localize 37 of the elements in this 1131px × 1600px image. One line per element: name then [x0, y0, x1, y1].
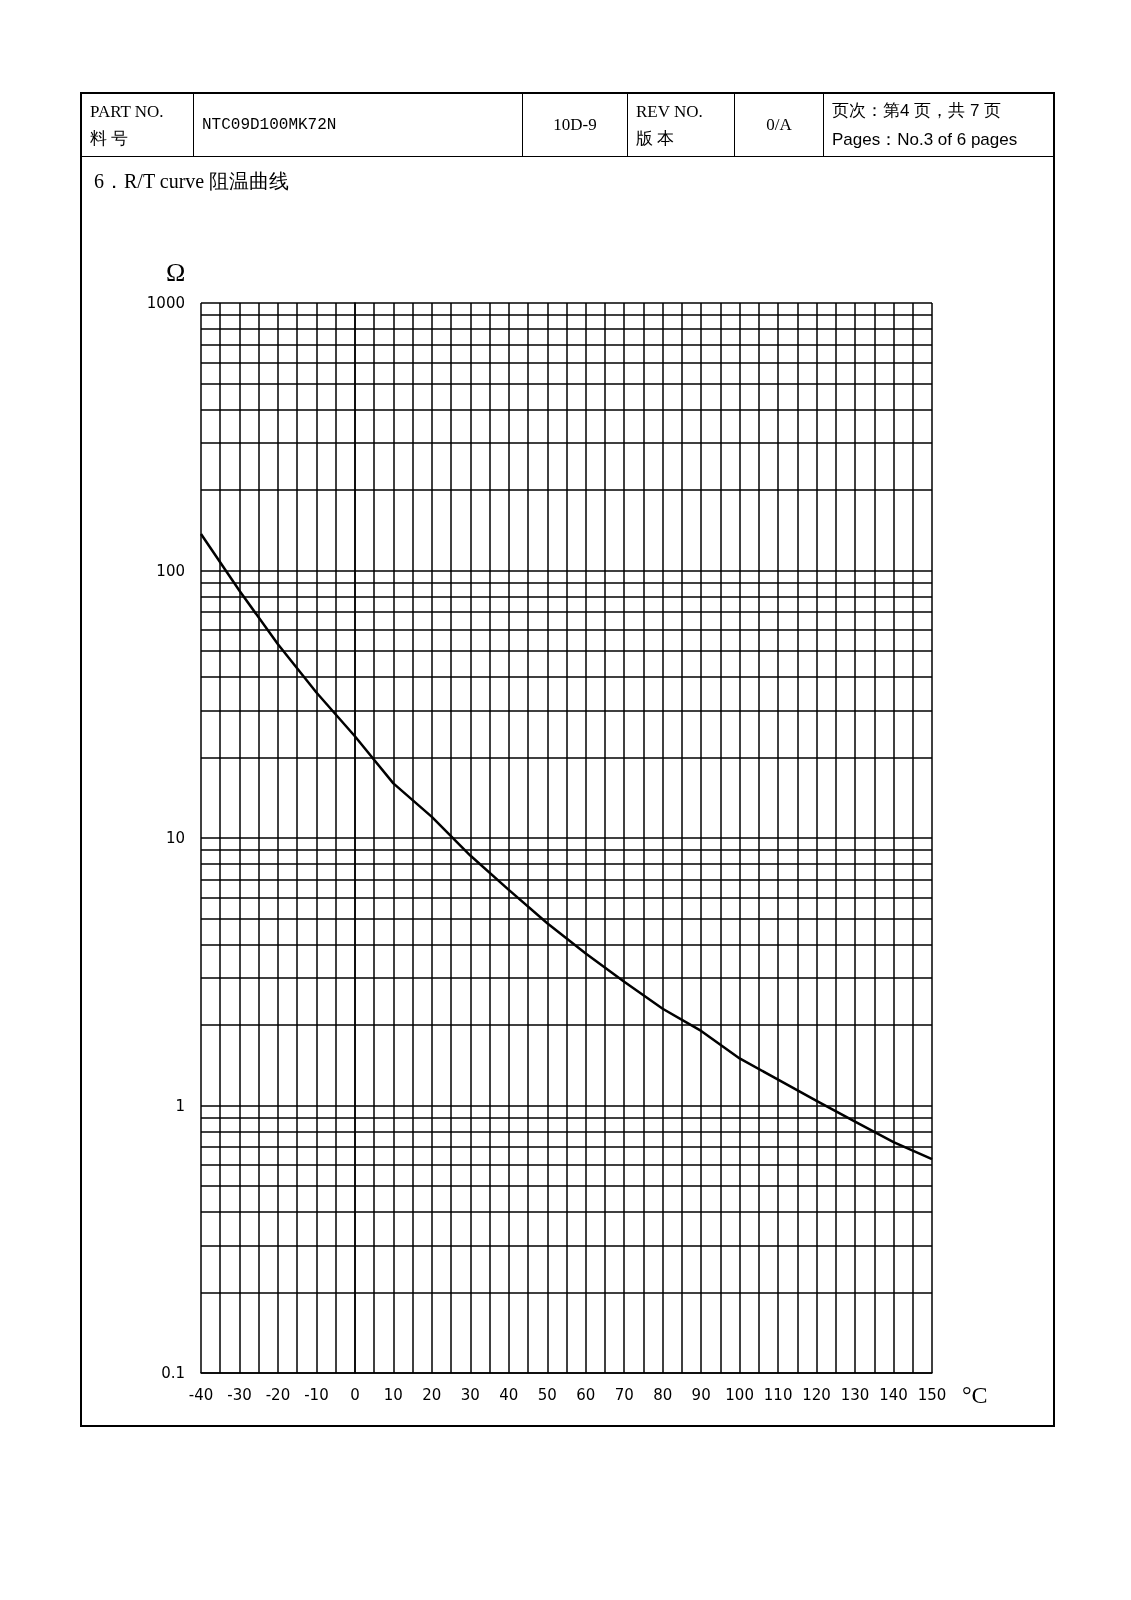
text: PART NO.: [90, 102, 164, 121]
x-tick-label: -20: [265, 1385, 291, 1404]
x-tick-label: 30: [460, 1385, 480, 1404]
x-tick-label: 120: [802, 1385, 831, 1404]
x-tick-label: -40: [188, 1385, 214, 1404]
text: REV NO.: [636, 102, 703, 121]
y-tick-label: 1: [175, 1096, 185, 1115]
x-tick-label: 150: [917, 1385, 947, 1404]
text: 页次：第4 页，共 7 页: [832, 101, 1002, 120]
x-tick-label: 90: [691, 1385, 711, 1404]
y-tick-label: 10: [165, 829, 185, 847]
text: 料 号: [90, 129, 129, 148]
chart-title: 6．R/T curve 阻温曲线: [94, 169, 290, 194]
x-tick-label: 110: [763, 1385, 793, 1404]
x-tick-label: 0: [350, 1385, 360, 1404]
y-tick-label: 1000: [146, 294, 185, 312]
y-tick-label: 100: [156, 561, 185, 580]
y-axis-title: Ω: [166, 258, 186, 288]
y-tick-label: 0.1: [161, 1364, 185, 1382]
text: 版 本: [636, 129, 675, 148]
x-tick-label: 10: [383, 1385, 403, 1404]
text: Pages：No.3 of 6 pages: [832, 130, 1018, 149]
x-tick-label: 130: [840, 1385, 870, 1404]
x-tick-label: 80: [653, 1385, 673, 1404]
x-tick-label: 140: [879, 1385, 908, 1404]
text: 10D-9: [522, 94, 628, 157]
x-tick-label: -30: [227, 1385, 252, 1404]
x-tick-label: 70: [614, 1385, 634, 1404]
x-tick-label: 40: [499, 1385, 519, 1404]
x-axis-title: °C: [962, 1382, 988, 1408]
text: NTC09D100MK72N: [193, 94, 523, 157]
text: 0/A: [734, 94, 824, 157]
x-tick-label: 50: [537, 1385, 557, 1404]
x-tick-label: 60: [576, 1385, 596, 1404]
x-tick-label: 20: [422, 1385, 442, 1404]
x-tick-label: 100: [725, 1385, 754, 1404]
x-tick-label: -10: [304, 1385, 329, 1404]
